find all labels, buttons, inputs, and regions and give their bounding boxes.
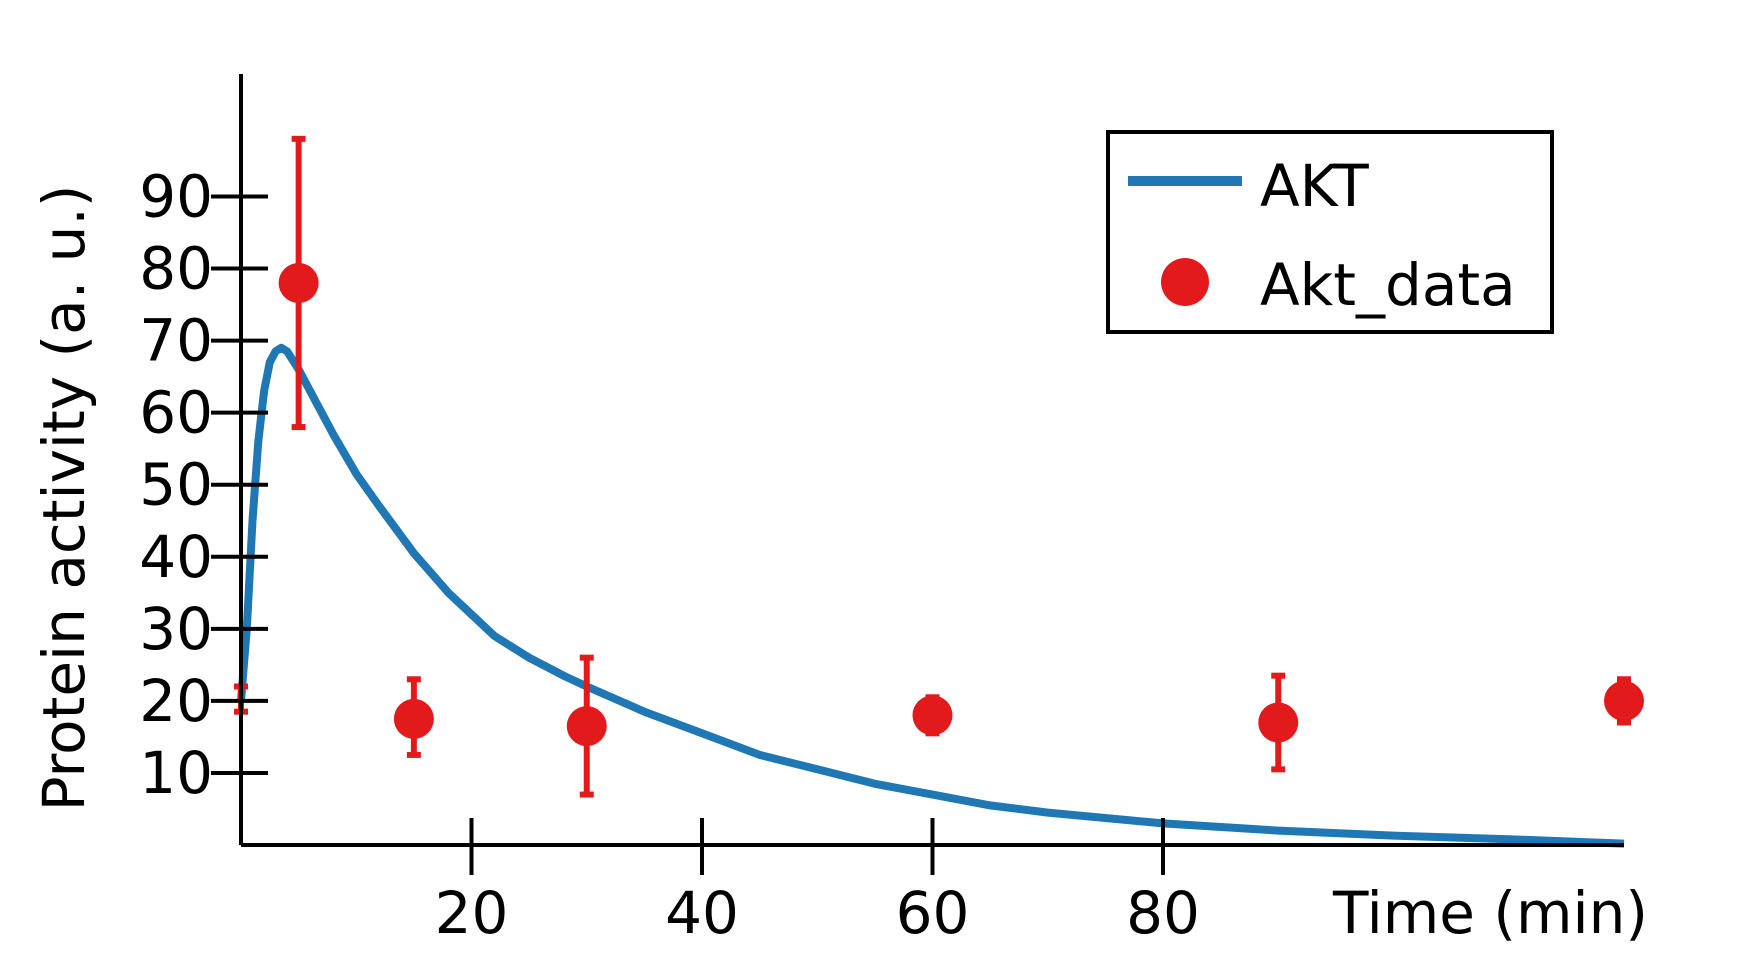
akt-data-point [1258,702,1299,743]
y-tick-label: 70 [139,307,213,375]
x-tick-label: 40 [665,879,739,947]
akt-data-point [1604,680,1644,721]
x-axis-title: Time (min) [1332,879,1648,947]
akt-data-point [393,698,434,739]
x-tick-label: 20 [435,879,509,947]
legend-akt-data-label: Akt_data [1260,251,1516,319]
akt-model-line [237,343,1625,848]
legend-akt-data-marker [1161,258,1209,306]
akt-data-point [278,262,319,303]
y-tick-label: 20 [139,667,213,735]
y-tick-label: 50 [139,451,213,519]
y-tick-label: 40 [139,523,213,591]
legend-akt-label: AKT [1260,152,1369,220]
legend: AKT Akt_data [1106,130,1554,334]
x-tick-label: 80 [1126,879,1200,947]
y-tick-label: 60 [139,379,213,447]
y-axis-title: Protein activity (a. u.) [30,185,98,812]
akt-data-point [912,695,953,736]
y-tick-label: 80 [139,235,213,303]
y-tick-label: 30 [139,595,213,663]
x-tick-label: 60 [896,879,970,947]
akt-data-point [566,706,607,747]
y-tick-label: 90 [139,162,213,230]
y-tick-label: 10 [139,739,213,807]
series-layer [234,135,1644,848]
